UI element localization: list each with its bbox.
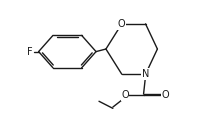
Text: O: O xyxy=(121,90,129,100)
Text: O: O xyxy=(118,19,126,29)
Text: O: O xyxy=(161,90,169,100)
Text: F: F xyxy=(27,47,32,57)
Text: N: N xyxy=(142,69,149,79)
